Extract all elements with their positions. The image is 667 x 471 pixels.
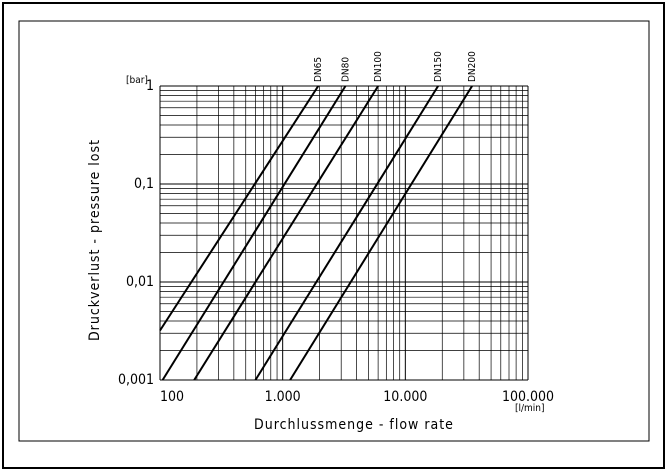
series-line: [254, 85, 439, 381]
series-label: DN80: [340, 57, 351, 82]
y-tick-label: 0,01: [126, 274, 154, 290]
x-tick-label: 100.000: [502, 389, 554, 405]
y-unit: [bar]: [126, 75, 148, 86]
series-line: [193, 85, 379, 381]
series-label: DN200: [467, 51, 478, 82]
x-unit: [l/min]: [515, 403, 545, 414]
x-tick-label: 1.000: [265, 389, 301, 405]
x-tick-label: 10.000: [383, 389, 427, 405]
series-label: DN65: [313, 57, 324, 82]
x-axis-title: Durchlussmenge - flow rate: [254, 417, 454, 433]
series-line: [159, 85, 320, 332]
y-tick-label: 0,1: [134, 176, 154, 192]
series-line: [161, 85, 347, 381]
y-axis-title: Druckverlust - pressure lost: [87, 139, 103, 341]
y-tick-label: 1: [146, 78, 154, 94]
series-label: DN100: [373, 51, 384, 82]
series-label: DN150: [433, 51, 444, 82]
inner-frame: [18, 20, 650, 442]
series-line: [289, 85, 473, 381]
x-tick-label: 100: [160, 389, 184, 405]
y-tick-label: 0,001: [118, 372, 154, 388]
